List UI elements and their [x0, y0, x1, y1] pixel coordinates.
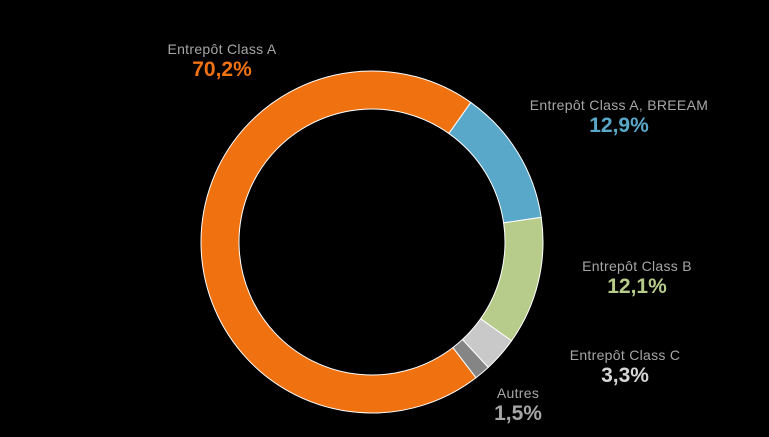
data-label-autres: Autres 1,5%	[484, 385, 552, 426]
slice-name-class-a: Entrepôt Class A	[167, 41, 277, 57]
data-label-class-b: Entrepôt Class B 12,1%	[572, 258, 702, 299]
slice-value-class-c: 3,3%	[601, 364, 649, 387]
slice-value-class-b: 12,1%	[607, 275, 667, 298]
slice-name-class-b: Entrepôt Class B	[582, 258, 692, 274]
data-label-class-a-breeam: Entrepôt Class A, BREEAM 12,9%	[514, 97, 724, 138]
slice-value-autres: 1,5%	[494, 402, 542, 425]
slice-value-class-a: 70,2%	[192, 58, 252, 81]
data-label-class-c: Entrepôt Class C 3,3%	[558, 347, 692, 388]
slice-name-class-a-breeam: Entrepôt Class A, BREEAM	[529, 97, 709, 113]
slice-name-class-c: Entrepôt Class C	[569, 347, 681, 363]
slice-value-class-a-breeam: 12,9%	[589, 114, 649, 137]
data-label-class-a: Entrepôt Class A 70,2%	[160, 41, 284, 82]
slice-class-a	[200, 70, 477, 414]
slice-class-b	[479, 216, 544, 342]
slice-name-autres: Autres	[496, 385, 540, 401]
